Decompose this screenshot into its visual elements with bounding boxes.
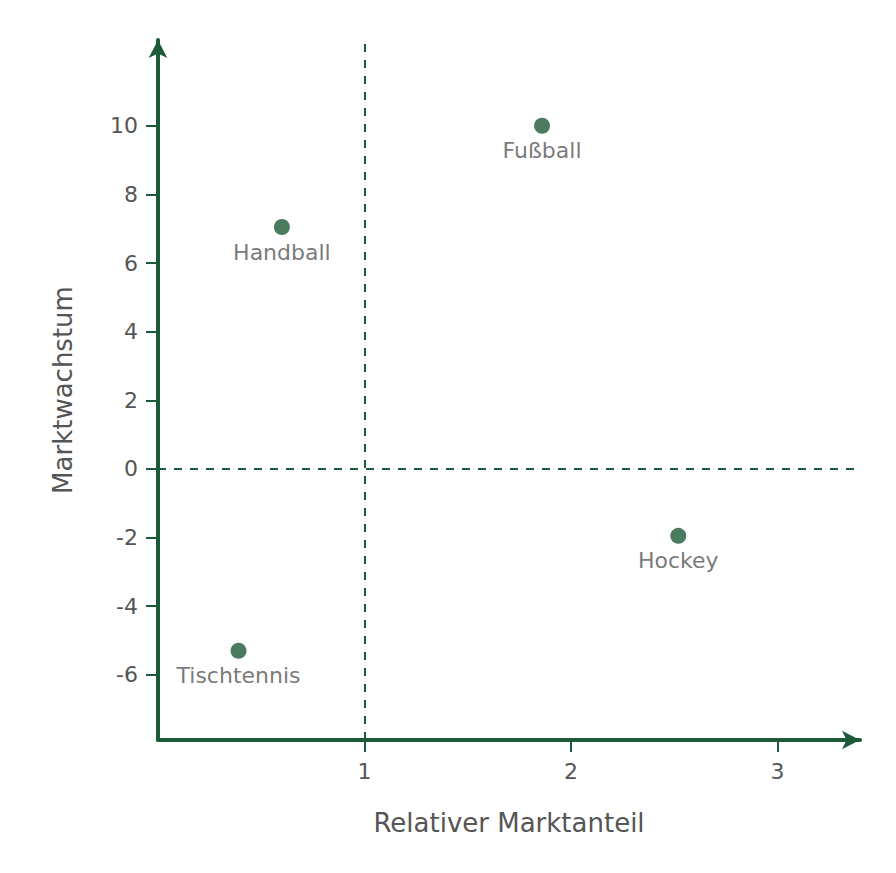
svg-text:4: 4 [124,319,138,344]
svg-text:-6: -6 [116,662,138,687]
svg-text:6: 6 [124,251,138,276]
svg-text:Hockey: Hockey [638,548,719,573]
svg-text:10: 10 [110,113,138,138]
svg-text:1: 1 [357,759,371,784]
svg-text:0: 0 [124,456,138,481]
svg-text:2: 2 [564,759,578,784]
svg-text:3: 3 [770,759,784,784]
svg-text:Relativer Marktanteil: Relativer Marktanteil [373,808,644,838]
svg-text:-2: -2 [116,525,138,550]
svg-text:Fußball: Fußball [503,138,582,163]
svg-text:Handball: Handball [233,240,331,265]
svg-text:-4: -4 [116,594,138,619]
svg-text:Tischtennis: Tischtennis [176,663,301,688]
svg-text:8: 8 [124,182,138,207]
svg-text:Marktwachstum: Marktwachstum [48,286,78,494]
svg-text:2: 2 [124,388,138,413]
